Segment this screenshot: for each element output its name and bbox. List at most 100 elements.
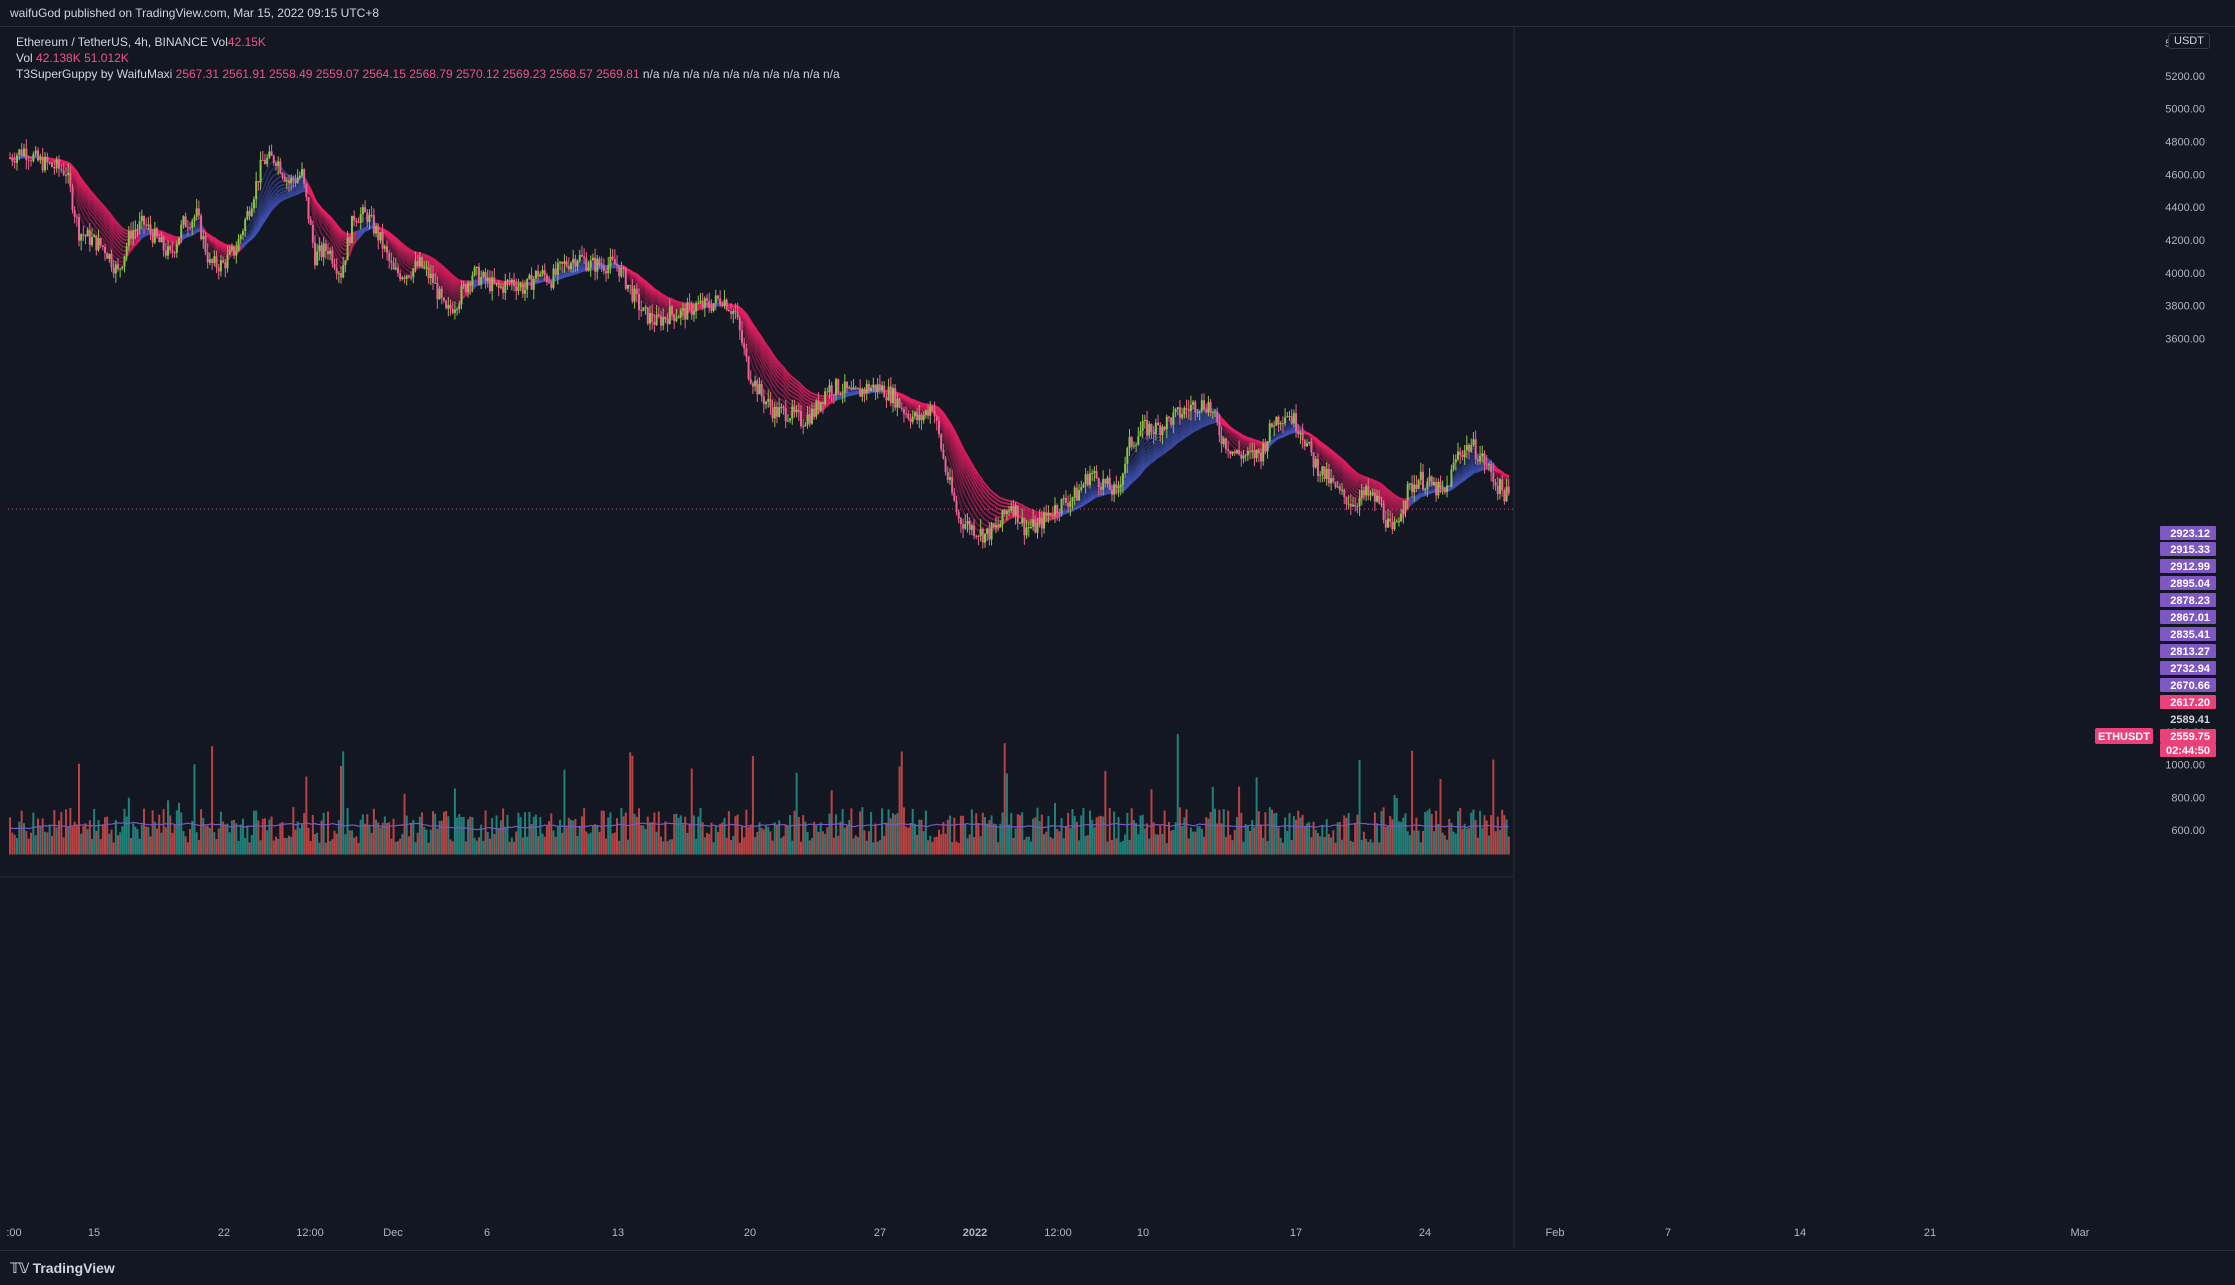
guppy-line-segment	[343, 241, 345, 243]
guppy-line-segment	[1169, 430, 1171, 431]
guppy-line-segment	[1320, 458, 1322, 460]
guppy-line-segment	[131, 246, 133, 248]
guppy-line-segment	[1145, 447, 1147, 449]
guppy-line-segment	[411, 260, 413, 261]
guppy-line-segment	[985, 508, 987, 510]
guppy-line-segment	[1024, 516, 1026, 517]
guppy-line-segment	[409, 264, 411, 266]
guppy-line-segment	[1357, 486, 1359, 487]
guppy-line-segment	[280, 181, 282, 182]
price-chart[interactable]: 5400.005200.005000.004800.004600.004400.…	[0, 27, 2235, 1248]
guppy-line-segment	[1149, 452, 1151, 454]
guppy-line-segment	[992, 519, 994, 520]
guppy-line-segment	[142, 234, 144, 235]
guppy-line-segment	[1392, 502, 1394, 504]
guppy-line-segment	[120, 257, 122, 258]
guppy-line-segment	[1029, 518, 1031, 519]
guppy-line-segment	[278, 190, 280, 191]
guppy-line-segment	[1158, 443, 1160, 444]
guppy-line-segment	[1169, 435, 1171, 436]
guppy-line-segment	[1187, 420, 1189, 421]
guppy-line-segment	[794, 397, 796, 398]
guppy-line-segment	[457, 288, 459, 289]
guppy-line-segment	[803, 408, 805, 410]
guppy-line-segment	[409, 256, 411, 258]
guppy-line-segment	[1145, 450, 1147, 452]
guppy-line-segment	[1169, 438, 1171, 439]
guppy-line-segment	[1182, 428, 1184, 430]
guppy-line-segment	[983, 524, 985, 526]
guppy-line-segment	[1184, 424, 1186, 425]
guppy-line-segment	[989, 508, 991, 509]
guppy-line-segment	[285, 191, 287, 192]
guppy-line-segment	[1178, 431, 1180, 432]
guppy-line-segment	[779, 393, 781, 395]
guppy-line-segment	[409, 258, 411, 260]
guppy-line-segment	[1064, 508, 1066, 509]
guppy-line-segment	[1156, 441, 1158, 443]
guppy-line-segment	[1473, 466, 1475, 467]
guppy-line-segment	[1027, 517, 1029, 518]
guppy-line-segment	[424, 259, 426, 260]
guppy-line-segment	[1182, 425, 1184, 427]
guppy-line-segment	[1397, 505, 1399, 506]
guppy-line-segment	[1467, 464, 1469, 466]
guppy-line-segment	[1178, 428, 1180, 429]
guppy-line-segment	[790, 395, 792, 396]
guppy-line-segment	[1287, 426, 1289, 428]
guppy-line-segment	[1325, 459, 1327, 461]
guppy-line-segment	[1235, 443, 1237, 444]
guppy-line-segment	[1193, 421, 1195, 422]
guppy-line-segment	[773, 397, 775, 399]
guppy-line-segment	[1392, 505, 1394, 507]
guppy-line-segment	[409, 267, 411, 269]
guppy-line-segment	[405, 264, 407, 266]
guppy-line-segment	[1182, 420, 1184, 422]
guppy-line-segment	[343, 238, 345, 240]
guppy-line-segment	[135, 240, 137, 241]
guppy-line-segment	[996, 516, 998, 517]
guppy-line-segment	[1187, 422, 1189, 423]
guppy-line-segment	[803, 404, 805, 406]
guppy-line-segment	[1241, 442, 1243, 444]
guppy-line-segment	[1182, 422, 1184, 424]
guppy-line-segment	[1320, 464, 1322, 465]
guppy-line-segment	[283, 188, 285, 189]
guppy-line-segment	[1241, 445, 1243, 447]
guppy-line-segment	[777, 397, 779, 399]
guppy-line-segment	[663, 304, 665, 305]
guppy-line-segment	[107, 245, 109, 247]
guppy-line-segment	[322, 234, 324, 236]
chart-background	[0, 27, 2235, 1248]
guppy-line-segment	[219, 252, 221, 253]
guppy-line-segment	[455, 292, 457, 294]
guppy-line-segment	[280, 189, 282, 190]
guppy-line-segment	[985, 520, 987, 521]
guppy-line-segment	[278, 193, 280, 195]
guppy-line-segment	[343, 245, 345, 246]
guppy-line-segment	[1027, 518, 1029, 519]
guppy-line-segment	[300, 181, 302, 182]
guppy-line-segment	[280, 192, 282, 193]
guppy-line-segment	[122, 239, 124, 240]
guppy-line-segment	[405, 273, 407, 274]
guppy-line-segment	[1184, 421, 1186, 422]
guppy-line-segment	[1397, 510, 1399, 511]
guppy-line-segment	[1149, 442, 1151, 443]
chart-area[interactable]: 5400.005200.005000.004800.004600.004400.…	[0, 27, 2235, 1248]
guppy-line-segment	[1145, 442, 1147, 443]
guppy-line-segment	[803, 414, 805, 416]
guppy-line-segment	[803, 416, 805, 418]
guppy-line-segment	[654, 298, 656, 300]
guppy-line-segment	[300, 185, 302, 186]
guppy-line-segment	[913, 407, 915, 408]
guppy-line-segment	[994, 515, 996, 516]
guppy-line-segment	[803, 411, 805, 413]
guppy-line-segment	[405, 268, 407, 270]
guppy-line-segment	[805, 403, 807, 404]
guppy-line-segment	[781, 400, 783, 401]
guppy-line-segment	[674, 307, 676, 308]
guppy-line-segment	[1307, 438, 1309, 439]
guppy-line-segment	[183, 231, 185, 233]
guppy-line-segment	[911, 408, 913, 409]
